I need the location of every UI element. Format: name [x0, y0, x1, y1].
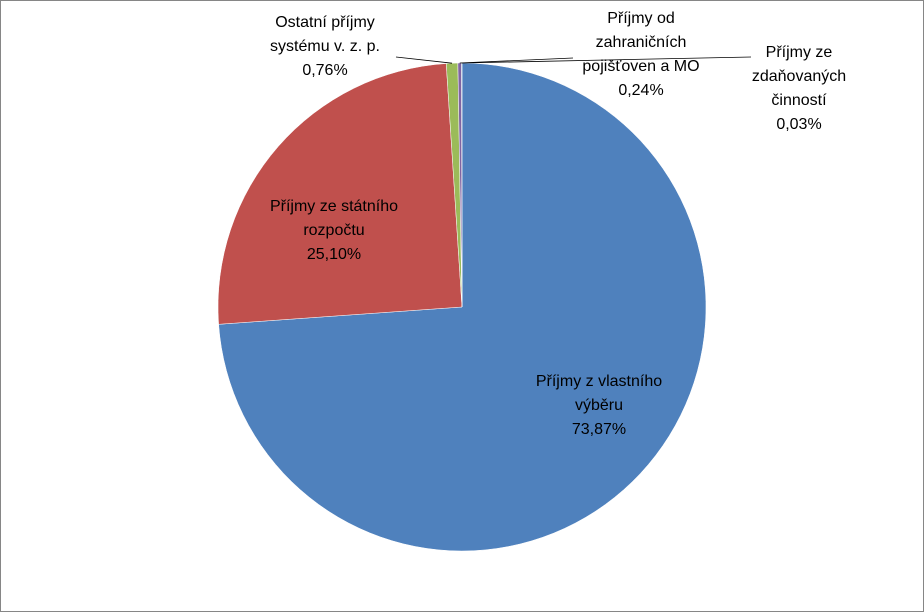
slice-label-line: Příjmy ze státního: [270, 198, 398, 215]
slice-label-line: výběru: [575, 397, 623, 414]
slice-label-1: Příjmy z vlastního výběru 73,87%: [536, 373, 662, 438]
leader-line-5: [461, 56, 752, 64]
slice-percent-5: 0,03%: [776, 116, 821, 133]
slice-label-2: Příjmy ze státního rozpočtu 25,10%: [270, 198, 398, 263]
slice-label-line: Příjmy ze: [766, 44, 833, 61]
slice-label-4: Příjmy od zahraničních pojišťoven a MO 0,24…: [582, 10, 699, 99]
slice-label-line: zdaňovaných: [752, 68, 846, 85]
slice-percent-1: 73,87%: [572, 421, 626, 438]
pie-slice-2: [217, 63, 463, 325]
leader-line-3: [395, 56, 453, 64]
slice-label-line: pojišťoven a MO: [582, 58, 699, 75]
slice-label-3: Ostatní příjmy systému v. z. p. 0,76%: [270, 14, 380, 79]
slice-label-line: Příjmy od: [607, 10, 675, 27]
slice-percent-4: 0,24%: [618, 82, 663, 99]
slice-label-line: Ostatní příjmy: [275, 14, 375, 31]
slice-percent-3: 0,76%: [302, 62, 347, 79]
slice-label-5: Příjmy ze zdaňovaných činností 0,03%: [752, 44, 846, 133]
slice-label-line: systému v. z. p.: [270, 38, 380, 55]
slice-label-line: zahraničních: [596, 34, 687, 51]
leader-line-4: [459, 57, 574, 64]
pie-slice-1: [218, 62, 707, 552]
slice-label-line: rozpočtu: [303, 222, 364, 239]
slice-percent-2: 25,10%: [307, 246, 361, 263]
slice-label-line: Příjmy z vlastního: [536, 373, 662, 390]
slice-label-line: činností: [771, 92, 827, 109]
